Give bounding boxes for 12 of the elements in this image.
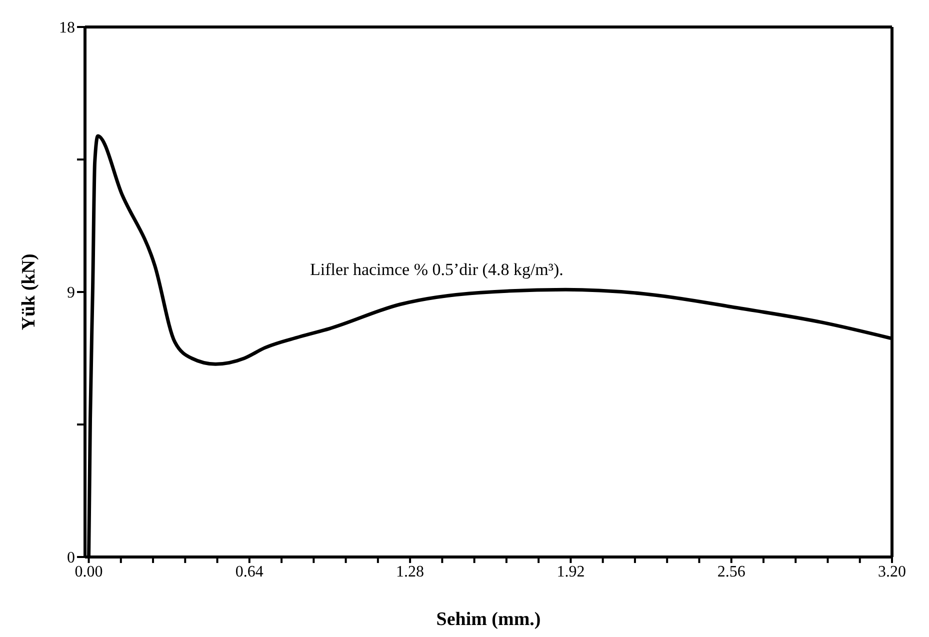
x-axis-title: Sehim (mm.) — [436, 609, 541, 630]
x-tick-label: 1.92 — [556, 563, 585, 580]
y-tick-label: 9 — [67, 284, 75, 302]
y-tick-label: 0 — [67, 550, 75, 567]
x-tick-label: 0.64 — [235, 563, 264, 580]
y-tick-label: 18 — [59, 20, 75, 37]
x-tick-label: 2.56 — [717, 563, 746, 580]
y-axis-title: Yük (kN) — [18, 254, 40, 330]
x-tick-label: 0.00 — [74, 563, 103, 580]
annotation: Lifler hacimce % 0.5’dir (4.8 kg/m³). — [310, 260, 564, 280]
x-tick-label: 1.28 — [396, 563, 424, 580]
x-tick-label: 3.20 — [878, 563, 906, 580]
